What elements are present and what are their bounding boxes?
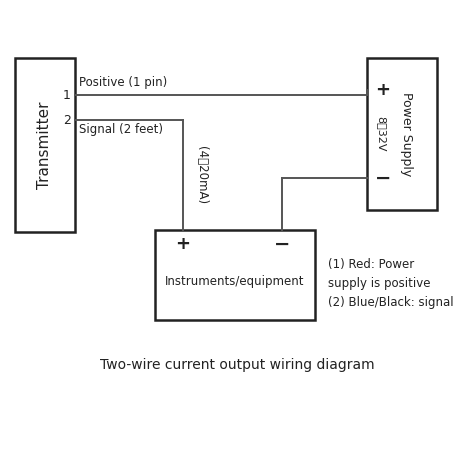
Text: Transmitter: Transmitter xyxy=(37,101,53,189)
Text: −: − xyxy=(375,168,392,188)
Text: (4～20mA): (4～20mA) xyxy=(195,146,208,204)
Bar xyxy=(15,58,75,232)
Text: Signal (2 feet): Signal (2 feet) xyxy=(79,123,163,136)
Text: Power Supply: Power Supply xyxy=(401,92,413,176)
Text: Instruments/equipment: Instruments/equipment xyxy=(165,274,305,288)
Text: Positive (1 pin): Positive (1 pin) xyxy=(79,76,167,89)
Text: −: − xyxy=(274,235,290,254)
Text: +: + xyxy=(375,81,390,99)
Text: Two-wire current output wiring diagram: Two-wire current output wiring diagram xyxy=(100,358,374,372)
Text: (1) Red: Power
supply is positive
(2) Blue/Black: signal: (1) Red: Power supply is positive (2) Bl… xyxy=(328,258,454,309)
Text: 2: 2 xyxy=(63,113,71,127)
Bar xyxy=(155,230,315,320)
Text: 1: 1 xyxy=(63,89,71,101)
Text: +: + xyxy=(175,235,191,253)
Bar xyxy=(367,58,437,210)
Text: 8～32V: 8～32V xyxy=(376,116,386,152)
